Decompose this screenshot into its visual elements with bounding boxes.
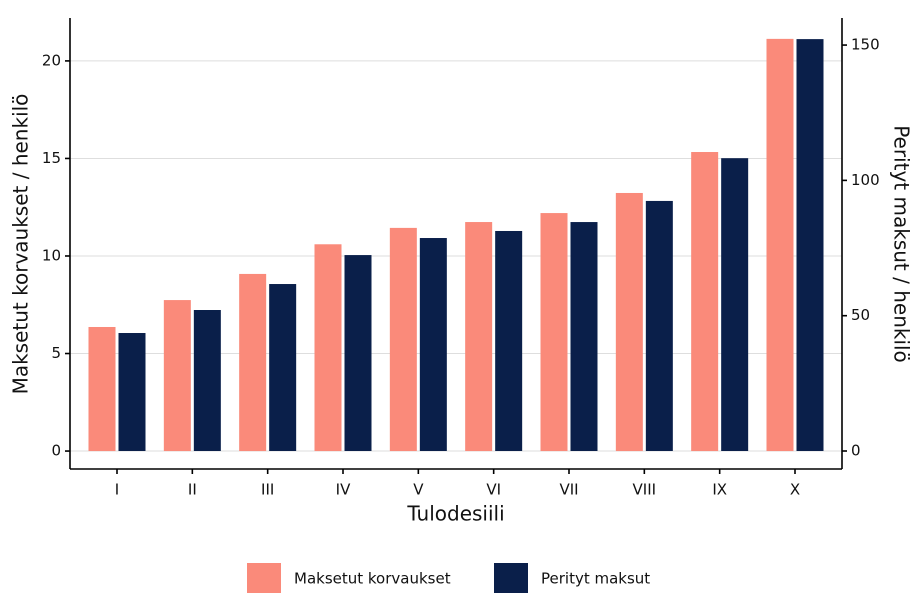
x-tick-label: VIII	[633, 481, 657, 499]
bar	[766, 38, 794, 452]
x-tick-label: II	[188, 481, 197, 499]
bar	[721, 158, 749, 452]
bar	[691, 152, 719, 452]
x-tick-label: IX	[712, 481, 727, 499]
y2-tick-label: 100	[851, 171, 880, 189]
legend-label: Maksetut korvaukset	[294, 570, 451, 588]
legend-label: Perityt maksut	[541, 570, 650, 588]
bar	[163, 300, 191, 452]
bar	[314, 244, 342, 452]
bar	[570, 222, 598, 452]
y2-tick-label: 50	[851, 306, 870, 324]
x-tick-label: IV	[336, 481, 351, 499]
y2-tick-label: 0	[851, 442, 861, 460]
y-tick-label: 10	[42, 246, 61, 264]
y-tick-label: 0	[51, 442, 61, 460]
y2-tick-label: 150	[851, 36, 880, 54]
bar	[645, 200, 673, 452]
x-tick-label: VII	[559, 481, 578, 499]
x-tick-label: V	[413, 481, 424, 499]
bar	[118, 333, 146, 452]
legend-swatch	[494, 563, 528, 593]
bar	[389, 227, 417, 452]
x-tick-label: X	[790, 481, 800, 499]
x-tick-label: VI	[486, 481, 501, 499]
bar	[193, 310, 221, 452]
bar	[88, 326, 116, 452]
bar	[495, 230, 523, 452]
x-tick-label: III	[261, 481, 274, 499]
y-axis-title: Maksetut korvaukset / henkilö	[9, 94, 33, 395]
bar	[239, 273, 267, 452]
y-tick-label: 20	[42, 51, 61, 69]
y2-axis-title: Perityt maksut / henkilö	[890, 125, 914, 363]
x-axis-title: Tulodesiili	[406, 502, 504, 526]
bar	[465, 222, 493, 452]
y-tick-label: 5	[51, 344, 61, 362]
legend-swatch	[247, 563, 281, 593]
bar	[540, 213, 568, 452]
bar	[419, 238, 447, 452]
bar	[796, 39, 824, 452]
y-tick-label: 15	[42, 149, 61, 167]
bar	[344, 255, 372, 452]
bar	[269, 284, 297, 452]
x-tick-label: I	[115, 481, 119, 499]
bar	[615, 192, 643, 452]
